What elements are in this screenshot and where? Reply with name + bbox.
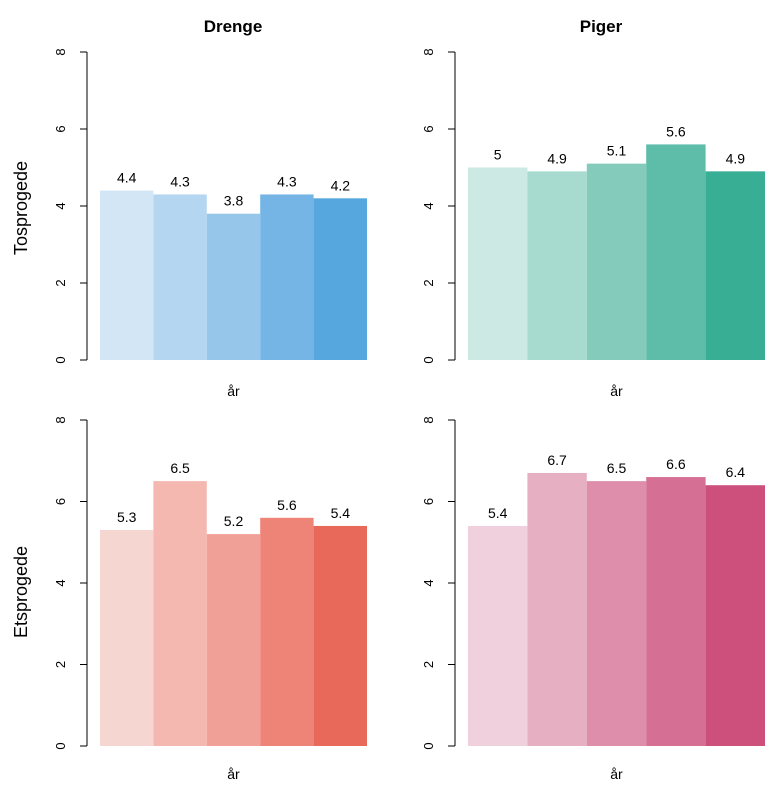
bar-value-label: 5.3 — [117, 509, 137, 525]
x-axis-label: år — [610, 383, 623, 399]
y-tick-label: 6 — [53, 125, 68, 132]
bar-value-label: 6.5 — [607, 460, 627, 476]
bar-value-label: 4.4 — [117, 170, 137, 186]
panel-3: 0 2 4 6 8 5.4 6.7 6.5 6.6 6.4 år — [421, 416, 765, 782]
bar — [468, 525, 528, 746]
bar-value-label: 4.9 — [547, 150, 567, 166]
bar — [153, 481, 207, 746]
bar — [100, 530, 154, 746]
bar — [527, 171, 587, 360]
bar-value-label: 6.4 — [726, 464, 746, 480]
y-tick-label: 0 — [53, 742, 68, 749]
bar — [646, 477, 706, 746]
y-tick-label: 2 — [421, 279, 436, 286]
bar-value-label: 6.6 — [666, 456, 686, 472]
bar — [646, 144, 706, 360]
y-tick-label: 2 — [53, 661, 68, 668]
y-tick-label: 2 — [53, 279, 68, 286]
bar — [705, 171, 765, 360]
y-tick-label: 4 — [53, 579, 68, 586]
bar-value-label: 5.4 — [331, 505, 351, 521]
bar — [206, 534, 261, 746]
bar — [468, 167, 528, 360]
bar-value-label: 5 — [494, 147, 502, 163]
y-tick-label: 0 — [53, 356, 68, 363]
row-label-tosprogede: Tosprogede — [11, 161, 31, 255]
bar — [260, 517, 314, 746]
bar — [586, 481, 647, 746]
bar-value-label: 4.3 — [277, 173, 297, 189]
column-title-piger: Piger — [580, 17, 623, 36]
panel-0: 0 2 4 6 8 4.4 4.3 3.8 4.3 4.2 år — [53, 48, 367, 399]
panel-2: 0 2 4 6 8 5.3 6.5 5.2 5.6 5.4 år — [53, 416, 367, 782]
bar-value-label: 3.8 — [224, 193, 244, 209]
bar — [153, 194, 207, 360]
x-axis-label: år — [227, 766, 240, 782]
y-tick-label: 4 — [53, 202, 68, 209]
bar-value-label: 5.4 — [488, 505, 508, 521]
panel-1: 0 2 4 6 8 5 4.9 5.1 5.6 4.9 år — [421, 48, 765, 399]
y-tick-label: 4 — [421, 202, 436, 209]
bar-value-label: 4.9 — [726, 150, 746, 166]
x-axis-label: år — [610, 766, 623, 782]
column-title-drenge: Drenge — [204, 17, 263, 36]
y-tick-label: 8 — [53, 48, 68, 55]
y-tick-label: 0 — [421, 742, 436, 749]
y-tick-label: 8 — [421, 48, 436, 55]
bar-value-label: 4.2 — [331, 177, 351, 193]
bar-value-label: 5.6 — [277, 497, 297, 513]
y-tick-label: 6 — [421, 498, 436, 505]
bar — [260, 194, 314, 360]
bar-value-label: 4.3 — [170, 173, 190, 189]
row-label-etsprogede: Etsprogede — [11, 546, 31, 638]
bar — [206, 213, 261, 360]
bar-value-label: 5.2 — [224, 513, 244, 529]
bar — [586, 163, 647, 360]
y-tick-label: 0 — [421, 356, 436, 363]
y-tick-label: 4 — [421, 579, 436, 586]
x-axis-label: år — [227, 383, 240, 399]
y-tick-label: 2 — [421, 661, 436, 668]
bar-value-label: 6.5 — [170, 460, 190, 476]
bar — [527, 472, 587, 746]
bar-value-label: 6.7 — [547, 452, 567, 468]
bar — [100, 190, 154, 360]
bar — [705, 485, 765, 746]
y-tick-label: 6 — [53, 498, 68, 505]
y-tick-label: 6 — [421, 125, 436, 132]
bar — [313, 525, 367, 746]
y-tick-label: 8 — [421, 416, 436, 423]
bar-value-label: 5.1 — [607, 143, 627, 159]
chart-panels: 0 2 4 6 8 4.4 4.3 3.8 4.3 4.2 år 0 2 4 6 8 5 4.9 5.1 5.6 4.9… — [53, 48, 765, 782]
y-tick-label: 8 — [53, 416, 68, 423]
bar-value-label: 5.6 — [666, 123, 686, 139]
bar — [313, 198, 367, 360]
